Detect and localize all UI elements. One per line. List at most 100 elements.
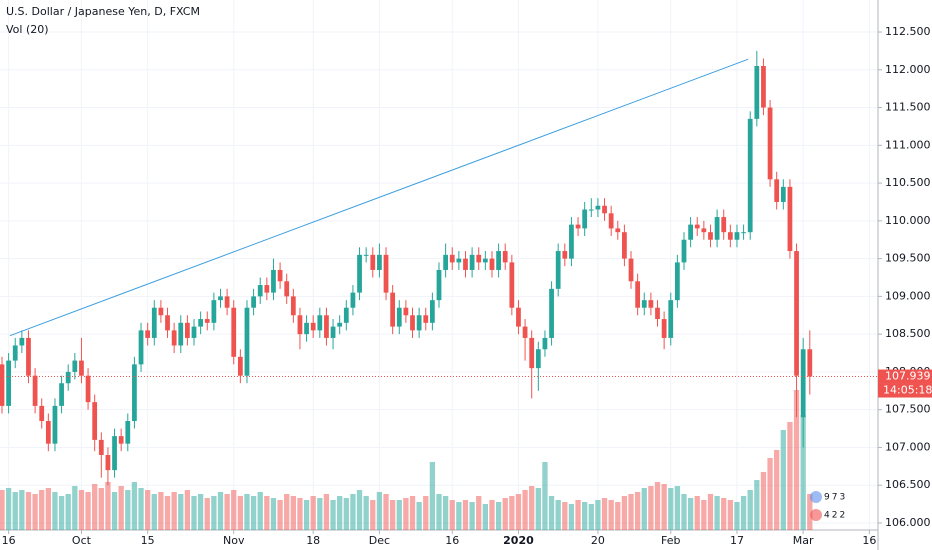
volume-bar [595,500,601,530]
volume-bar [383,494,389,530]
volume-bar [58,496,65,530]
candle-body [251,296,256,308]
volume-bar [436,494,442,530]
candle-body [151,307,157,338]
x-tick-label: 17 [730,534,744,547]
volume-bar [727,500,733,530]
volume-bar [687,498,694,530]
volume-bar [52,492,58,530]
candle-body [204,319,210,323]
badge-icon [810,491,822,503]
volume-bar [449,500,455,530]
volume-bar [641,488,647,530]
volume-bar [462,500,469,530]
volume-bar [356,490,363,530]
volume-bar [111,492,118,530]
volume-bar [654,482,661,530]
volume-bar [535,488,541,530]
volume-bar [502,498,508,530]
volume-bar [681,494,687,530]
candle-body [138,330,144,365]
candle-body [747,118,753,233]
candle-body [185,322,190,338]
candle-body [12,345,18,361]
candle-body [244,307,250,376]
volume-bar [270,498,277,530]
candle-body [363,254,369,256]
volume-bar [476,496,482,530]
volume-bar [178,494,184,530]
volume-bar [184,490,191,530]
volume-bar [469,502,475,530]
candle-body [85,375,91,403]
candle-body [390,292,396,327]
candle-body [734,232,740,240]
volume-bar [244,494,250,530]
volume-bar [456,502,462,530]
volume-bar [310,496,316,530]
volume-bar [32,494,38,530]
candle-body [218,296,223,301]
candle-body [509,262,515,308]
candle-body [330,326,336,338]
candle-body [357,254,362,293]
candle-body [92,402,98,440]
candle-body [780,186,786,202]
last-price-label: 107.939 [885,370,931,383]
volume-bar [323,494,330,530]
volume-bar [555,500,561,530]
volume-bar [615,502,621,530]
candle-body [277,269,283,282]
candle-body [516,307,521,327]
candle-body [787,186,793,252]
volume-bar [131,482,138,530]
volume-bar [807,494,813,530]
candle-body [350,292,356,308]
volume-bar [694,496,700,530]
candle-body [403,307,409,316]
candle-body [26,337,31,376]
candle-body [588,209,594,211]
candle-body [198,319,204,327]
volume-bar [509,496,515,530]
candle-body [714,217,720,240]
volume-bar [118,486,124,530]
volume-bar [482,504,488,530]
volume-bar [740,496,747,530]
volume-bar [98,488,104,530]
volume-bar [423,496,429,530]
candle-body [125,421,131,444]
candle-body [79,360,84,376]
candle-body [416,315,422,331]
candle-body [257,285,263,297]
x-tick-label: 16 [2,534,16,547]
candle-body [476,254,482,263]
y-tick-label: 109.000 [885,289,931,302]
volume-bar [264,496,270,530]
candle-body [436,269,442,301]
candle-body [721,217,727,233]
candle-body [456,258,462,263]
volume-bar [231,490,237,530]
volume-bar [5,488,12,530]
volume-bar [337,496,343,530]
candle-body [237,356,243,376]
candle-body [65,371,71,384]
y-tick-label: 110.000 [885,214,931,227]
candle-body [502,251,508,263]
candle-body [661,319,667,338]
volume-bar [588,504,594,530]
volume-bar [350,494,356,530]
x-tick-label: 16 [862,534,876,547]
volume-bar [442,496,449,530]
badge-text: 422 [824,511,847,521]
volume-label: Vol (20) [6,23,49,36]
x-tick-label: Nov [223,534,245,547]
volume-bar [191,496,197,530]
volume-bar [12,492,18,530]
candle-body [317,315,323,331]
candle-body [45,421,51,444]
volume-bar [707,494,714,530]
candle-body [555,251,561,289]
volume-bar [648,486,654,530]
